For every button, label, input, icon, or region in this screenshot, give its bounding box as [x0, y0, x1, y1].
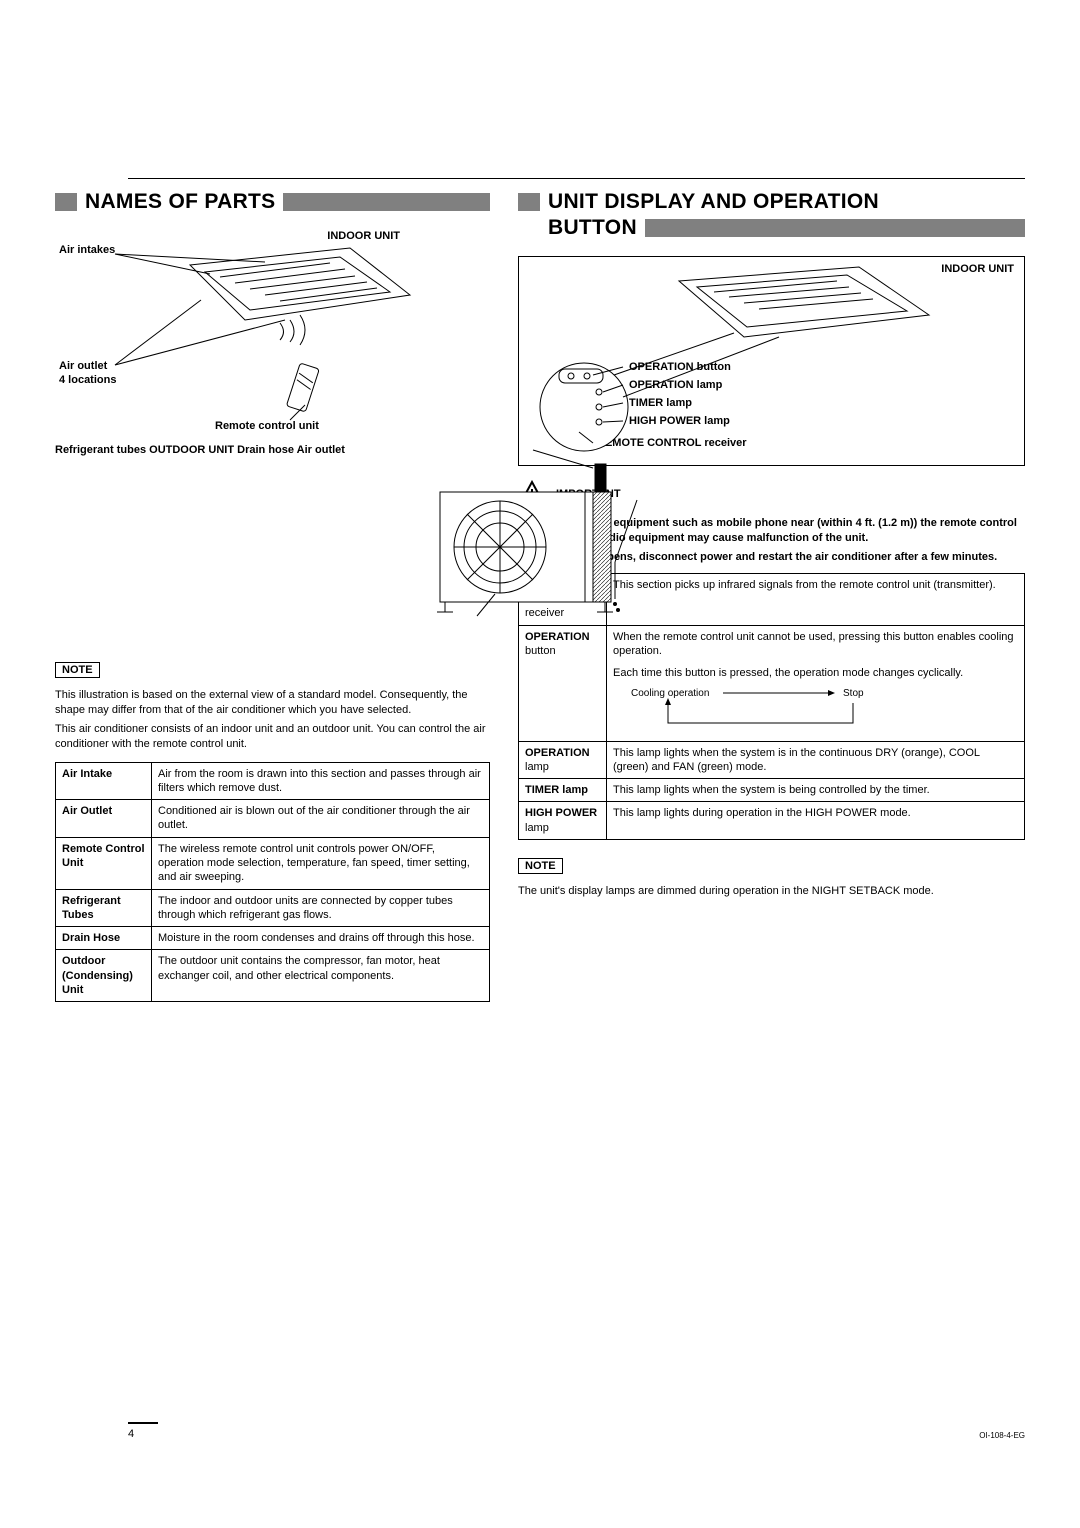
- table-value: The indoor and outdoor units are connect…: [152, 889, 490, 927]
- air-outlet-label-2: Air outlet: [297, 444, 345, 456]
- note-tag: NOTE: [518, 858, 563, 874]
- page-footer: 4 OI-108-4-EG: [128, 1422, 1025, 1440]
- table-key: Air Intake: [56, 762, 152, 800]
- table-value: Conditioned air is blown out of the air …: [152, 800, 490, 838]
- header-bar-icon: [645, 219, 1025, 237]
- table-key: OPERATIONlamp: [519, 741, 607, 779]
- table-value: This lamp lights when the system is in t…: [607, 741, 1025, 779]
- table-row: Refrigerant TubesThe indoor and outdoor …: [56, 889, 490, 927]
- manual-page: NAMES OF PARTS INDOOR UNIT Air intakes A…: [0, 0, 1080, 1528]
- note-paragraph: The unit's display lamps are dimmed duri…: [518, 884, 1025, 899]
- page-number-rule: [128, 1422, 158, 1424]
- note-paragraph: This illustration is based on the extern…: [55, 688, 490, 718]
- table-value: The wireless remote control unit control…: [152, 837, 490, 889]
- table-row: OPERATIONlamp This lamp lights when the …: [519, 741, 1025, 779]
- table-row: Drain HoseMoisture in the room condenses…: [56, 927, 490, 950]
- left-column: NAMES OF PARTS INDOOR UNIT Air intakes A…: [55, 190, 490, 1002]
- note-paragraph: This air conditioner consists of an indo…: [55, 722, 490, 752]
- display-diagram-illustration: [519, 257, 959, 462]
- section-title: UNIT DISPLAY AND OPERATION: [548, 190, 879, 214]
- display-diagram-box: INDOOR UNIT OPERATION button OPERATION l…: [518, 256, 1025, 466]
- table-value: Moisture in the room condenses and drain…: [152, 927, 490, 950]
- header-bar-icon: [55, 193, 77, 211]
- table-key: Remote Control Unit: [56, 837, 152, 889]
- table-key: Drain Hose: [56, 927, 152, 950]
- table-key: Air Outlet: [56, 800, 152, 838]
- table-row: TIMER lamp This lamp lights when the sys…: [519, 779, 1025, 802]
- note-tag: NOTE: [55, 662, 100, 678]
- table-row: HIGH POWERlamp This lamp lights during o…: [519, 802, 1025, 840]
- section-title: NAMES OF PARTS: [85, 190, 275, 214]
- table-row: Outdoor (Condensing) UnitThe outdoor uni…: [56, 950, 490, 1002]
- page-number: 4: [128, 1428, 134, 1440]
- header-bar-icon: [283, 193, 490, 211]
- table-value: This lamp lights when the system is bein…: [607, 779, 1025, 802]
- drain-hose-label: Drain hose: [237, 444, 294, 456]
- table-key: Outdoor (Condensing) Unit: [56, 950, 152, 1002]
- outdoor-unit-label: OUTDOOR UNIT: [149, 444, 234, 456]
- operation-button-desc-2: Each time this button is pressed, the op…: [613, 666, 1018, 680]
- table-key: TIMER lamp: [519, 779, 607, 802]
- table-value: Air from the room is drawn into this sec…: [152, 762, 490, 800]
- indoor-unit-diagram: INDOOR UNIT Air intakes Air outlet 4 loc…: [55, 230, 490, 440]
- table-key: Refrigerant Tubes: [56, 889, 152, 927]
- top-rule: [128, 178, 1025, 179]
- section-title: BUTTON: [548, 216, 637, 240]
- table-value: This lamp lights during operation in the…: [607, 802, 1025, 840]
- table-key: HIGH POWERlamp: [519, 802, 607, 840]
- indoor-unit-illustration: [55, 230, 490, 440]
- header-bar-icon: [518, 193, 540, 211]
- two-column-layout: NAMES OF PARTS INDOOR UNIT Air intakes A…: [55, 190, 1025, 1002]
- section-header-names-of-parts: NAMES OF PARTS: [55, 190, 490, 214]
- page-number-block: 4: [128, 1422, 158, 1440]
- table-value: The outdoor unit contains the compressor…: [152, 950, 490, 1002]
- table-row: Air IntakeAir from the room is drawn int…: [56, 762, 490, 800]
- table-row: Air OutletConditioned air is blown out o…: [56, 800, 490, 838]
- section-header-unit-display: UNIT DISPLAY AND OPERATION BUTTON: [518, 190, 1025, 240]
- outdoor-unit-illustration: [345, 444, 780, 644]
- refrigerant-tubes-label: Refrigerant tubes: [55, 444, 146, 456]
- parts-description-table: Air IntakeAir from the room is drawn int…: [55, 762, 490, 1003]
- table-row: Remote Control UnitThe wireless remote c…: [56, 837, 490, 889]
- outdoor-unit-diagram: Refrigerant tubes OUTDOOR UNIT Drain hos…: [55, 444, 490, 644]
- doc-code: OI-108-4-EG: [979, 1431, 1025, 1440]
- operation-cycle-diagram: Cooling operation Stop: [613, 687, 1018, 737]
